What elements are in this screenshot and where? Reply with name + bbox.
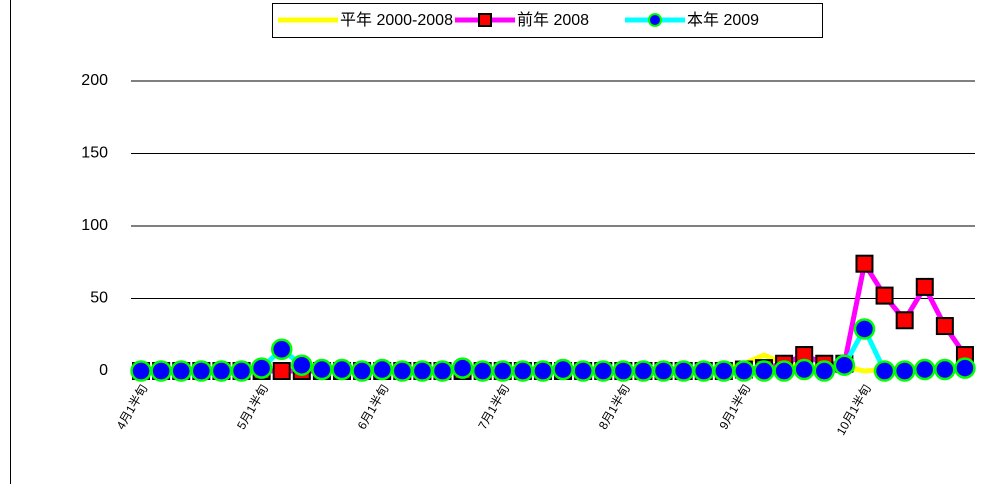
x-tick-label: 4月1半旬 <box>114 382 151 432</box>
data-point <box>331 358 353 381</box>
data-point <box>311 358 333 381</box>
data-point <box>873 360 896 382</box>
data-point <box>652 360 675 382</box>
data-point <box>391 360 414 382</box>
data-point <box>935 317 954 336</box>
data-point <box>753 360 775 382</box>
data-point <box>190 360 213 382</box>
legend-box <box>272 3 823 38</box>
data-point <box>431 360 454 382</box>
data-point <box>733 360 755 382</box>
data-point <box>270 338 293 360</box>
y-tick-label: 150 <box>81 145 108 162</box>
x-tick-label: 6月1半旬 <box>355 382 392 432</box>
data-point <box>552 358 574 381</box>
data-point <box>130 360 152 382</box>
x-tick-label: 9月1半旬 <box>716 382 753 432</box>
x-tick-label: 5月1半旬 <box>234 382 271 432</box>
data-point <box>272 362 291 380</box>
data-point <box>813 360 836 382</box>
legend-marker <box>648 13 662 27</box>
y-tick-label: 50 <box>90 290 108 307</box>
data-point <box>895 311 914 330</box>
y-tick-label: 200 <box>81 72 108 89</box>
data-point <box>371 358 393 381</box>
data-point <box>713 360 735 382</box>
data-point <box>612 360 635 382</box>
data-point <box>893 360 916 382</box>
data-point <box>230 360 253 382</box>
data-point <box>351 360 373 382</box>
data-point <box>150 360 172 382</box>
data-point <box>853 318 876 340</box>
data-point <box>572 360 594 382</box>
y-tick-label: 0 <box>99 362 108 379</box>
data-point <box>915 277 934 296</box>
data-point <box>833 354 856 376</box>
x-tick-label: 8月1半旬 <box>596 382 633 432</box>
data-point <box>451 357 474 379</box>
data-point <box>532 360 554 382</box>
data-point <box>672 360 695 382</box>
data-point <box>592 360 614 382</box>
y-tick-label: 100 <box>81 217 108 234</box>
data-point <box>692 360 715 382</box>
data-point <box>471 360 494 382</box>
data-point <box>855 254 874 273</box>
data-point <box>492 360 514 382</box>
data-point <box>291 354 313 376</box>
data-point <box>914 358 936 381</box>
data-point <box>170 360 192 382</box>
data-point <box>954 357 976 379</box>
x-tick-label: 7月1半旬 <box>475 382 512 432</box>
data-point <box>773 360 795 382</box>
legend-label: 本年 2009 <box>687 11 759 29</box>
legend-label: 平年 2000-2008 <box>340 11 453 29</box>
x-tick-label: 10月1半旬 <box>834 382 874 438</box>
data-point <box>250 357 273 379</box>
data-point <box>875 286 894 305</box>
legend-label: 前年 2008 <box>517 11 589 29</box>
data-point <box>512 360 534 382</box>
data-point <box>793 358 815 381</box>
data-point <box>210 360 233 382</box>
data-point <box>632 360 655 382</box>
data-point <box>411 360 434 382</box>
data-point <box>934 358 956 381</box>
legend-marker <box>478 13 492 27</box>
